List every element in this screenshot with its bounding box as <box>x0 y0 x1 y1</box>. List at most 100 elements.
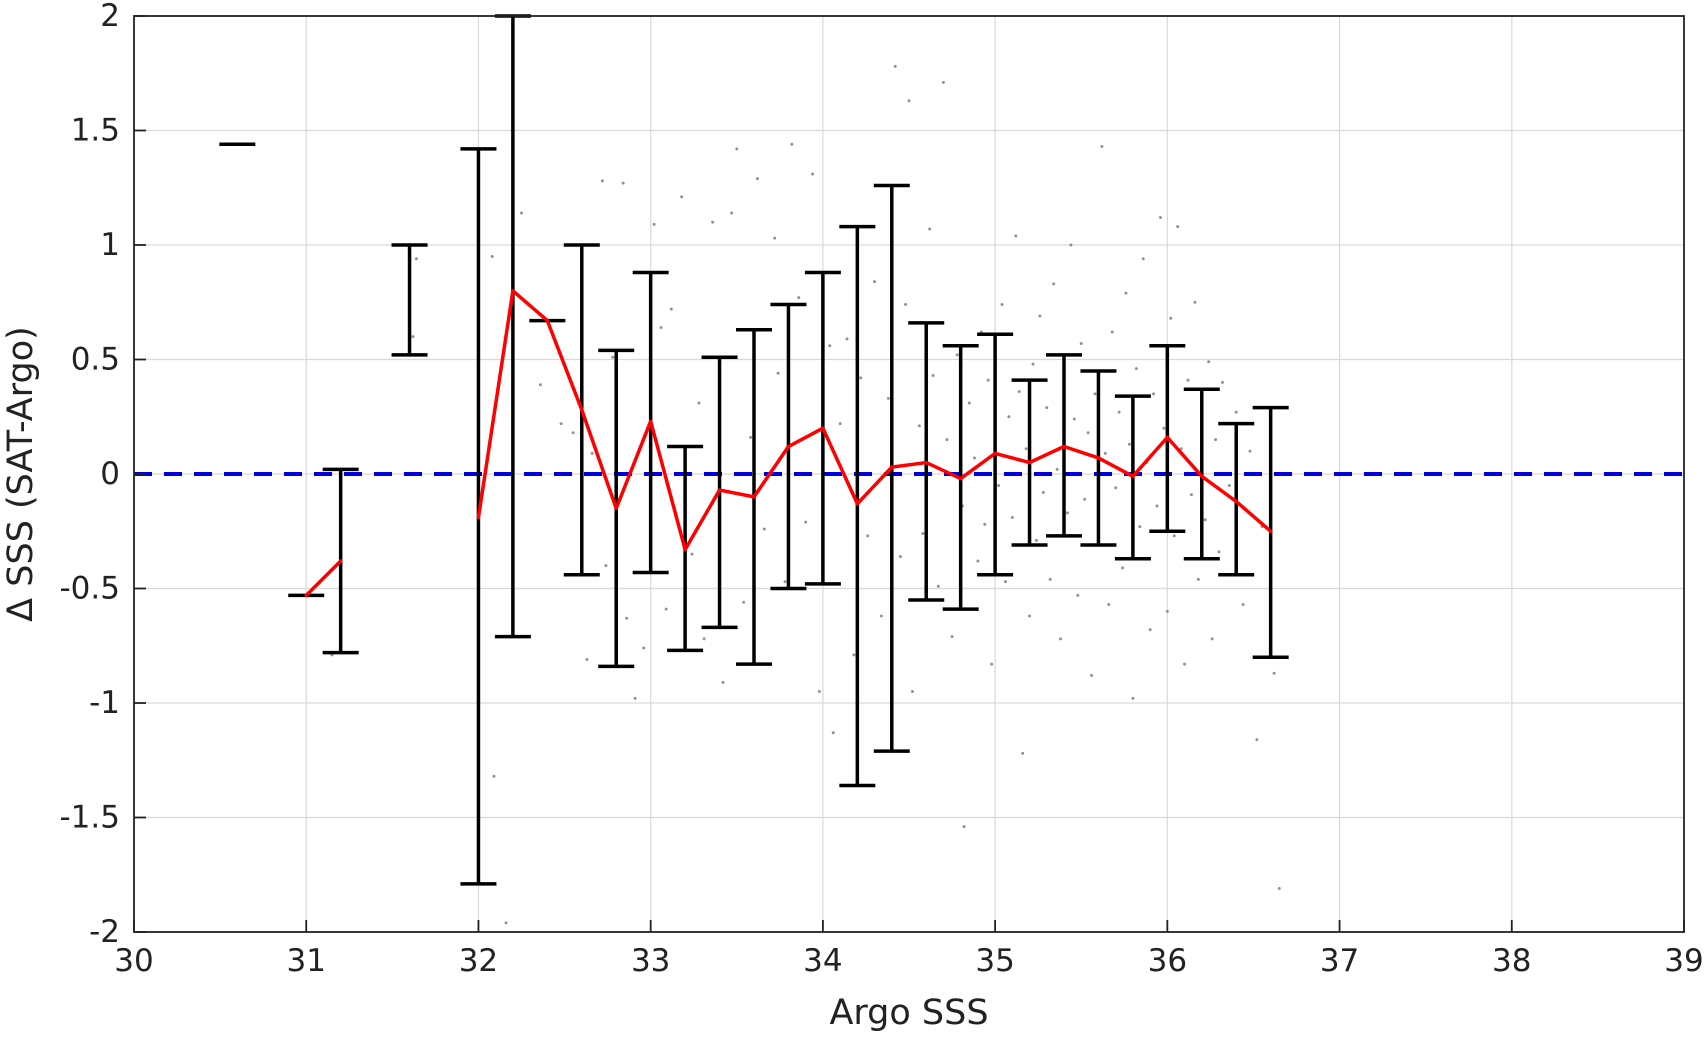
x-tick-label-4: 34 <box>803 943 842 979</box>
x-tick-label-0: 30 <box>114 943 153 979</box>
y-tick-label-0: 2 <box>100 0 120 34</box>
scatter-point-42 <box>811 172 815 176</box>
scatter-point-91 <box>1041 490 1045 494</box>
scatter-point-33 <box>749 435 753 439</box>
axis-layer: 30 31 32 33 34 35 36 37 38 39 2 1.5 1 0.5 0 -0.5 -1 -1.5 -… <box>60 0 1704 979</box>
scatter-point-34 <box>755 177 759 181</box>
scatter-point-67 <box>955 353 959 357</box>
scatter-point-31 <box>735 147 739 151</box>
scatter-point-109 <box>1103 451 1107 455</box>
scatter-point-101 <box>1076 593 1080 597</box>
scatter-point-129 <box>1172 534 1176 538</box>
scatter-point-23 <box>669 307 673 311</box>
scatter-point-105 <box>1090 674 1094 678</box>
scatter-point-72 <box>976 559 980 563</box>
scatter-point-28 <box>711 220 715 224</box>
x-tick-label-1: 31 <box>286 943 325 979</box>
scatter-point-138 <box>1203 518 1207 522</box>
scatter-point-50 <box>866 534 870 538</box>
scatter-point-126 <box>1162 426 1166 430</box>
scatter-point-53 <box>886 396 890 400</box>
scatter-point-103 <box>1083 497 1087 501</box>
scatter-point-119 <box>1138 525 1142 529</box>
scatter-point-1 <box>411 335 415 339</box>
y-tick-label-1: 1.5 <box>71 113 120 149</box>
mean-line-segment-1 <box>476 289 1273 552</box>
scatter-point-37 <box>776 371 780 375</box>
scatter-point-4 <box>492 774 496 778</box>
scatter-point-2 <box>414 257 418 261</box>
scatter-point-139 <box>1207 360 1211 364</box>
scatter-point-85 <box>1021 751 1025 755</box>
scatter-point-26 <box>697 401 701 405</box>
scatter-point-47 <box>845 337 849 341</box>
scatter-point-44 <box>828 344 832 348</box>
scatter-point-55 <box>898 554 902 558</box>
scatter-point-24 <box>680 195 684 199</box>
scatter-point-74 <box>983 522 987 526</box>
scatter-point-123 <box>1152 392 1156 396</box>
scatter-point-70 <box>967 401 971 405</box>
scatter-point-143 <box>1220 380 1224 384</box>
scatter-point-59 <box>917 424 921 428</box>
scatter-point-62 <box>931 374 935 378</box>
x-tick-label-9: 39 <box>1664 943 1703 979</box>
scatter-point-102 <box>1079 341 1083 345</box>
scatter-point-106 <box>1093 392 1097 396</box>
scatter-point-92 <box>1045 406 1049 410</box>
scatter-point-84 <box>1017 390 1021 394</box>
scatter-point-76 <box>990 662 994 666</box>
scatter-point-10 <box>571 431 575 435</box>
scatter-point-69 <box>962 825 966 829</box>
scatter-point-14 <box>604 564 608 568</box>
scatter-point-141 <box>1214 438 1218 442</box>
scatter-point-111 <box>1110 330 1114 334</box>
scatter-point-78 <box>997 483 1001 487</box>
scatter-point-140 <box>1210 637 1214 641</box>
scatter-point-116 <box>1127 442 1131 446</box>
scatter-point-11 <box>585 657 589 661</box>
scatter-point-57 <box>907 99 911 103</box>
x-tick-label-3: 33 <box>631 943 670 979</box>
scatter-point-8 <box>538 383 542 387</box>
scatter-point-128 <box>1169 316 1173 320</box>
y-tick-label-6: -1 <box>89 685 120 721</box>
scatter-point-136 <box>1196 577 1200 581</box>
x-tick-label-2: 32 <box>459 943 498 979</box>
scatter-point-124 <box>1155 504 1159 508</box>
scatter-point-52 <box>879 614 883 618</box>
scatter-point-48 <box>852 653 856 657</box>
scatter-point-75 <box>986 378 990 382</box>
meanline-layer <box>304 289 1273 598</box>
scatter-point-38 <box>783 580 787 584</box>
scatter-point-22 <box>664 607 668 611</box>
scatter-point-127 <box>1165 609 1169 613</box>
scatter-point-46 <box>838 422 842 426</box>
scatter-point-80 <box>1003 580 1007 584</box>
scatter-point-142 <box>1217 550 1221 554</box>
scatter-point-99 <box>1069 243 1073 247</box>
scatter-point-146 <box>1241 603 1245 607</box>
scatter-point-134 <box>1189 493 1193 497</box>
scatter-point-100 <box>1072 417 1076 421</box>
scatter-point-43 <box>817 690 821 694</box>
scatter-point-36 <box>773 236 777 240</box>
y-tick-label-2: 1 <box>100 227 120 263</box>
scatter-point-71 <box>972 456 976 460</box>
scatter-point-15 <box>611 355 615 359</box>
scatter-point-147 <box>1248 449 1252 453</box>
y-tick-label-7: -1.5 <box>60 800 121 836</box>
scatter-point-54 <box>893 64 897 68</box>
scatter-point-51 <box>873 280 877 284</box>
scatter-point-61 <box>928 227 932 231</box>
scatter-point-88 <box>1031 362 1035 366</box>
scatter-point-108 <box>1100 145 1104 149</box>
scatter-point-112 <box>1114 486 1118 490</box>
scatter-point-133 <box>1186 378 1190 382</box>
scatter-point-152 <box>1277 886 1281 890</box>
scatter-point-82 <box>1010 516 1014 520</box>
x-tick-label-8: 38 <box>1492 943 1531 979</box>
scatter-point-87 <box>1028 614 1032 618</box>
